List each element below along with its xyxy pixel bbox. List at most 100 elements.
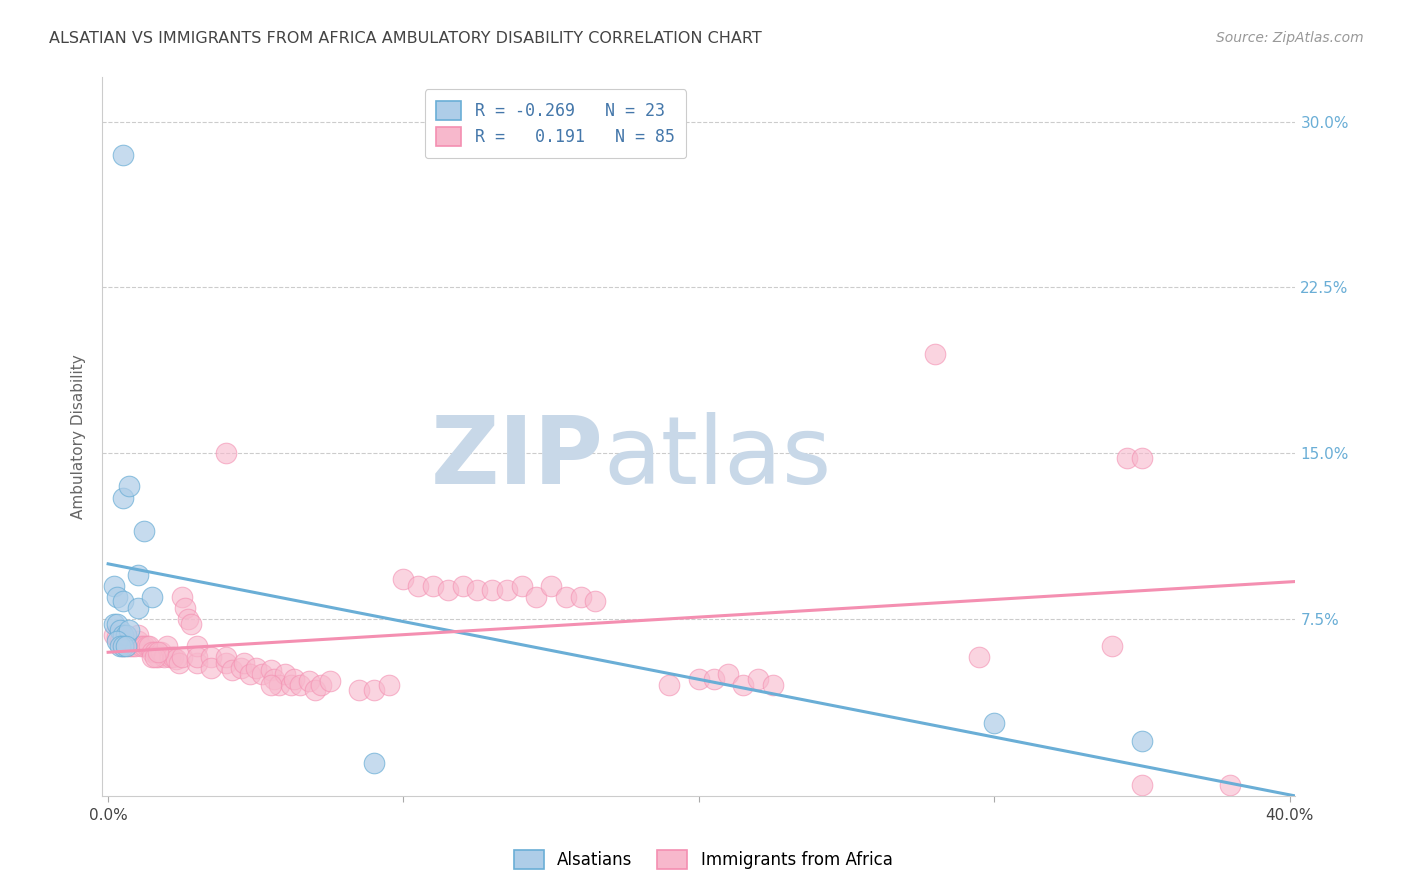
Point xyxy=(111,148,134,162)
Point xyxy=(148,649,170,664)
Point xyxy=(156,639,179,653)
Point xyxy=(969,649,991,664)
Point xyxy=(115,634,138,648)
Point xyxy=(132,524,155,538)
Point xyxy=(105,616,128,631)
Point xyxy=(153,649,176,664)
Point xyxy=(263,672,285,686)
Point xyxy=(105,630,128,644)
Point xyxy=(170,649,193,664)
Point xyxy=(138,639,160,653)
Point xyxy=(215,649,238,664)
Point xyxy=(200,649,222,664)
Point xyxy=(186,639,208,653)
Point xyxy=(135,639,157,653)
Point xyxy=(422,579,444,593)
Point xyxy=(170,590,193,604)
Point xyxy=(288,678,311,692)
Point xyxy=(495,583,517,598)
Point xyxy=(250,667,273,681)
Point xyxy=(1116,450,1139,465)
Point xyxy=(105,590,128,604)
Point xyxy=(1130,778,1153,792)
Point xyxy=(118,639,141,653)
Point xyxy=(141,645,163,659)
Point xyxy=(245,661,267,675)
Point xyxy=(239,667,262,681)
Point xyxy=(1130,450,1153,465)
Point xyxy=(186,657,208,671)
Point xyxy=(118,623,141,637)
Legend: R = -0.269   N = 23, R =   0.191   N = 85: R = -0.269 N = 23, R = 0.191 N = 85 xyxy=(425,89,686,158)
Point xyxy=(145,649,167,664)
Point xyxy=(259,678,281,692)
Point xyxy=(283,672,305,686)
Point xyxy=(145,645,167,659)
Text: ALSATIAN VS IMMIGRANTS FROM AFRICA AMBULATORY DISABILITY CORRELATION CHART: ALSATIAN VS IMMIGRANTS FROM AFRICA AMBUL… xyxy=(49,31,762,46)
Point xyxy=(524,590,547,604)
Point xyxy=(363,682,385,697)
Point xyxy=(186,649,208,664)
Point xyxy=(129,639,152,653)
Point xyxy=(118,479,141,493)
Point xyxy=(215,446,238,460)
Point xyxy=(747,672,769,686)
Point xyxy=(162,649,184,664)
Point xyxy=(392,572,415,586)
Point xyxy=(717,667,740,681)
Point xyxy=(111,630,134,644)
Point xyxy=(111,594,134,608)
Point xyxy=(180,616,202,631)
Point xyxy=(159,649,181,664)
Point xyxy=(177,612,200,626)
Point xyxy=(124,639,146,653)
Point xyxy=(115,639,138,653)
Point xyxy=(103,627,125,641)
Point xyxy=(298,673,321,688)
Point xyxy=(141,649,163,664)
Point xyxy=(762,678,785,692)
Point xyxy=(436,583,458,598)
Text: Source: ZipAtlas.com: Source: ZipAtlas.com xyxy=(1216,31,1364,45)
Point xyxy=(510,579,533,593)
Point xyxy=(363,756,385,770)
Point xyxy=(406,579,429,593)
Point xyxy=(221,663,243,677)
Point xyxy=(451,579,474,593)
Point xyxy=(111,627,134,641)
Point xyxy=(215,657,238,671)
Point xyxy=(103,616,125,631)
Point xyxy=(304,682,326,697)
Point xyxy=(127,627,149,641)
Point xyxy=(127,601,149,615)
Point xyxy=(148,645,170,659)
Point xyxy=(103,579,125,593)
Point xyxy=(141,590,163,604)
Point xyxy=(688,672,710,686)
Point xyxy=(540,579,562,593)
Point xyxy=(924,347,946,361)
Point xyxy=(585,594,607,608)
Point xyxy=(108,634,131,648)
Point xyxy=(150,645,173,659)
Point xyxy=(174,601,197,615)
Point xyxy=(658,678,681,692)
Point xyxy=(274,667,297,681)
Point xyxy=(703,672,725,686)
Point xyxy=(269,678,291,692)
Point xyxy=(377,678,399,692)
Point xyxy=(108,623,131,637)
Point xyxy=(108,639,131,653)
Point xyxy=(465,583,488,598)
Point xyxy=(233,657,256,671)
Point xyxy=(115,627,138,641)
Point xyxy=(111,639,134,653)
Point xyxy=(309,678,332,692)
Point xyxy=(259,663,281,677)
Point xyxy=(1219,778,1241,792)
Point xyxy=(111,491,134,505)
Y-axis label: Ambulatory Disability: Ambulatory Disability xyxy=(72,354,86,519)
Point xyxy=(347,682,370,697)
Point xyxy=(105,634,128,648)
Point xyxy=(733,678,755,692)
